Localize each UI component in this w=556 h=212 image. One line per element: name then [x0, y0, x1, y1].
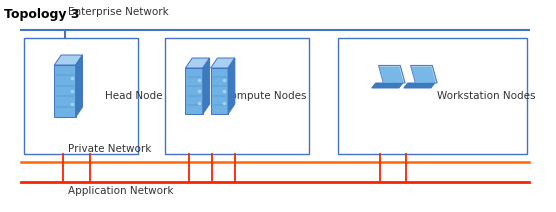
Polygon shape	[185, 58, 210, 68]
Bar	[337, 38, 527, 154]
Polygon shape	[379, 67, 404, 83]
Polygon shape	[372, 83, 403, 88]
Polygon shape	[76, 55, 82, 117]
Polygon shape	[54, 55, 82, 65]
Bar	[185, 68, 203, 114]
Polygon shape	[410, 65, 437, 83]
Text: Private Network: Private Network	[68, 144, 151, 154]
Text: Application Network: Application Network	[68, 186, 173, 196]
Bar	[211, 68, 228, 114]
Text: Head Node: Head Node	[105, 91, 162, 101]
Polygon shape	[379, 65, 405, 83]
Bar	[54, 65, 76, 117]
Polygon shape	[228, 58, 235, 114]
Bar	[24, 38, 138, 154]
Text: Topology 3: Topology 3	[4, 8, 80, 21]
Bar	[165, 38, 309, 154]
Polygon shape	[411, 67, 435, 83]
Polygon shape	[211, 58, 235, 68]
Text: Compute Nodes: Compute Nodes	[224, 91, 307, 101]
Polygon shape	[404, 83, 435, 88]
Text: Workstation Nodes: Workstation Nodes	[437, 91, 535, 101]
Text: Enterprise Network: Enterprise Network	[68, 7, 168, 17]
Polygon shape	[203, 58, 210, 114]
